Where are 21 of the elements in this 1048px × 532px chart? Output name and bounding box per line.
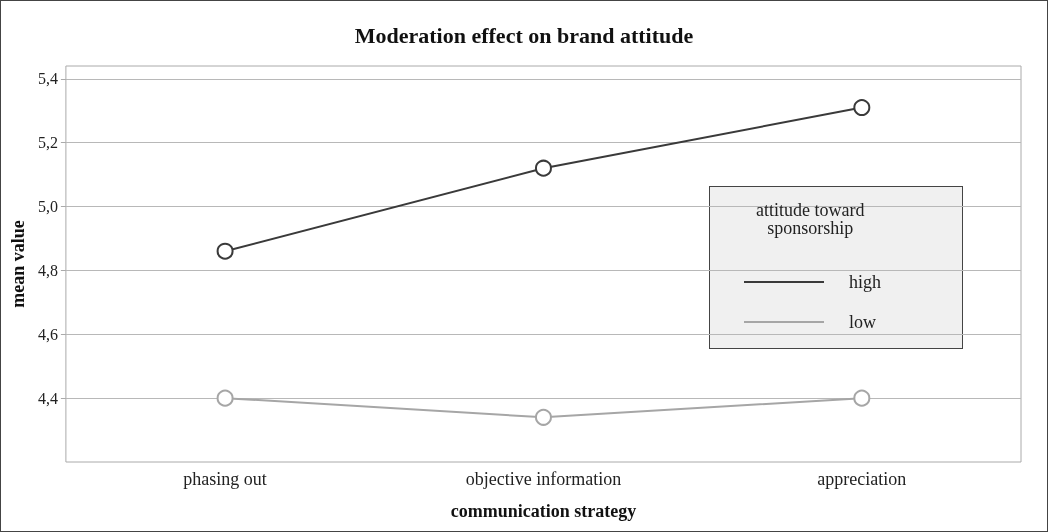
chart-title: Moderation effect on brand attitude <box>354 22 694 48</box>
x-tick-label: phasing out <box>183 469 267 489</box>
y-tick-label: 4,4 <box>37 389 58 407</box>
x-tick-label: appreciation <box>817 469 907 489</box>
legend-label: high <box>849 272 882 292</box>
y-tick-label: 4,6 <box>37 325 58 343</box>
y-tick-label: 5,4 <box>37 70 58 88</box>
x-axis-title: communication strategy <box>450 501 637 521</box>
point <box>534 159 552 177</box>
point <box>534 408 552 426</box>
x-tick-label: objective information <box>465 469 622 489</box>
point <box>853 389 871 407</box>
point <box>853 99 871 117</box>
y-tick-label: 4,8 <box>37 261 58 279</box>
y-tick-label: 5,2 <box>37 134 58 152</box>
point <box>216 389 234 407</box>
legend-title: attitude toward sponsorship <box>756 200 865 238</box>
point <box>216 242 234 260</box>
legend-label: low <box>849 312 876 332</box>
y-axis-title: mean value <box>8 220 28 308</box>
y-tick-label: 5,0 <box>37 198 58 216</box>
